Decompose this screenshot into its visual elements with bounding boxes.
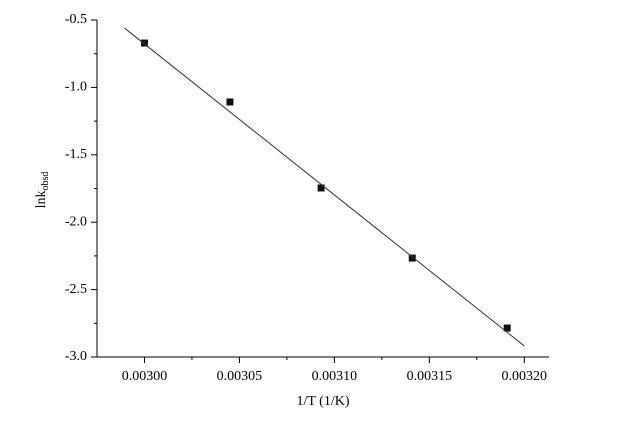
x-tick-label: 0.00300 [122,369,168,384]
y-tick-label: -3.0 [65,349,87,364]
fit-line [124,27,525,347]
data-point [140,39,148,47]
x-tick-label: 0.00315 [407,369,453,384]
x-tick-label: 0.00310 [312,369,358,384]
data-point [226,98,234,106]
y-axis-label-main: lnk [34,191,49,209]
x-axis-label: 1/T (1/K) [296,394,349,409]
data-point [503,324,511,332]
y-tick-label: -1.5 [65,147,87,162]
data-point [408,254,416,262]
y-tick-label: -0.5 [65,12,87,27]
y-tick-label: -2.5 [65,282,87,297]
y-tick-label: -2.0 [65,214,87,229]
data-point [317,184,325,192]
y-axis-label: lnkobsd [34,172,51,209]
y-tick-label: -1.0 [65,80,87,95]
x-tick-label: 0.00320 [502,369,548,384]
y-axis-label-sub: obsd [40,172,51,191]
x-tick-label: 0.00305 [217,369,263,384]
